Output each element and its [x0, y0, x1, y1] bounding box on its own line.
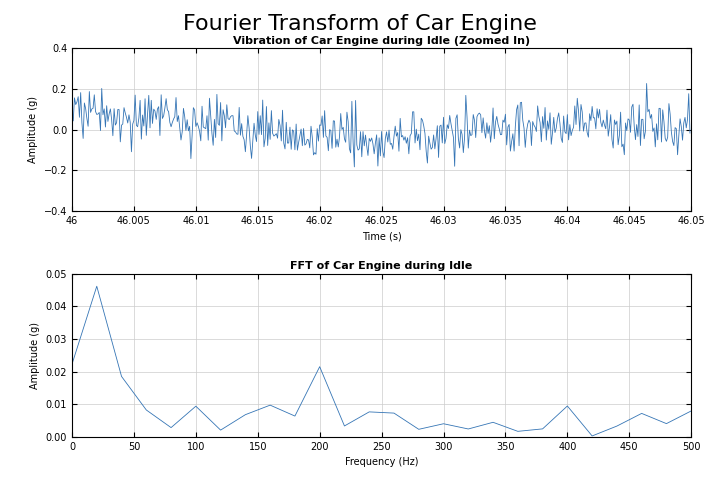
- X-axis label: Time (s): Time (s): [361, 232, 402, 241]
- Y-axis label: Amplitude (g): Amplitude (g): [30, 322, 40, 389]
- Title: FFT of Car Engine during Idle: FFT of Car Engine during Idle: [290, 262, 473, 271]
- X-axis label: Frequency (Hz): Frequency (Hz): [345, 457, 418, 467]
- Text: Fourier Transform of Car Engine: Fourier Transform of Car Engine: [183, 14, 537, 35]
- Title: Vibration of Car Engine during Idle (Zoomed In): Vibration of Car Engine during Idle (Zoo…: [233, 36, 530, 46]
- Y-axis label: Amplitude (g): Amplitude (g): [28, 96, 38, 163]
